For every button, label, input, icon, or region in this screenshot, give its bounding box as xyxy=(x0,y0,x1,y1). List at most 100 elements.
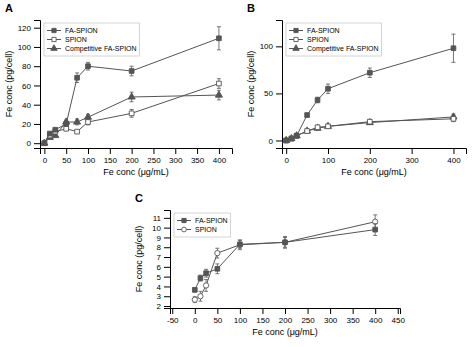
marker xyxy=(315,125,320,130)
error-bar xyxy=(75,73,79,83)
x-tick-label: 300 xyxy=(405,156,419,165)
y-tick: 20 xyxy=(22,120,40,129)
x-tick-label: 200 xyxy=(279,316,293,325)
x-tick: 350 xyxy=(346,308,360,325)
error-bar-cap xyxy=(215,263,219,264)
error-bar xyxy=(64,127,68,131)
x-axis-title: Fe conc (μg/mL) xyxy=(252,327,318,337)
x-tick-mark xyxy=(110,148,111,154)
x-tick: 100 xyxy=(82,148,96,165)
marker xyxy=(198,276,203,281)
marker xyxy=(284,138,289,143)
marker xyxy=(451,46,456,51)
legend-entry: Competitive FA-SPION xyxy=(289,45,379,53)
series xyxy=(284,116,456,143)
marker xyxy=(84,113,91,119)
marker xyxy=(324,122,331,128)
series xyxy=(284,34,456,143)
x-tick-label: 200 xyxy=(125,156,139,165)
legend-entry: FA-SPION xyxy=(177,217,228,224)
marker xyxy=(75,129,80,134)
marker xyxy=(64,126,69,131)
error-bar-cap xyxy=(238,240,242,241)
error-bar xyxy=(215,248,219,258)
marker xyxy=(53,127,58,132)
x-axis-line xyxy=(171,309,401,315)
error-bar xyxy=(326,124,330,128)
legend-entry: FA-SPION xyxy=(289,27,340,34)
x-tick-label: 250 xyxy=(147,156,161,165)
x-tick-mark xyxy=(219,148,220,154)
x-axis-line xyxy=(283,149,467,155)
x-tick-mark xyxy=(398,308,399,314)
y-tick-label: 6 xyxy=(157,263,162,272)
marker xyxy=(289,136,294,141)
x-tick-label: 400 xyxy=(213,156,227,165)
marker xyxy=(86,64,91,69)
marker xyxy=(198,294,203,299)
marker xyxy=(215,266,220,271)
error-bar-cap xyxy=(283,247,287,248)
legend-marker xyxy=(51,45,57,51)
legend-label: FA-SPION xyxy=(307,27,340,34)
error-bar xyxy=(198,275,202,281)
x-tick-label: 100 xyxy=(322,156,336,165)
x-tick-label: 50 xyxy=(213,316,222,325)
error-bar-cap xyxy=(217,78,221,79)
x-tick-label: -50 xyxy=(167,316,179,325)
y-tick: 3 xyxy=(157,292,170,301)
error-bar-cap xyxy=(204,277,208,278)
x-tick-mark xyxy=(285,308,286,314)
error-bar-cap xyxy=(373,223,377,224)
y-axis: 234567891011 xyxy=(152,211,170,312)
error-bar-cap xyxy=(86,70,90,71)
y-tick-mark xyxy=(34,85,40,86)
x-tick-label: 150 xyxy=(104,156,118,165)
error-bar-cap xyxy=(283,236,287,237)
marker xyxy=(326,86,331,91)
error-bar xyxy=(295,134,299,137)
x-tick-label: 200 xyxy=(364,156,378,165)
x-tick-label: 450 xyxy=(392,316,406,325)
x-tick-label: 0 xyxy=(193,316,198,325)
marker xyxy=(75,75,80,80)
error-bar-cap xyxy=(368,77,372,78)
x-tick-mark xyxy=(328,148,329,154)
error-bar-cap xyxy=(215,248,219,249)
marker xyxy=(215,91,222,97)
error-bar xyxy=(283,237,287,247)
legend-marker xyxy=(294,37,298,41)
x-tick-mark xyxy=(453,148,454,154)
legend-marker xyxy=(293,45,299,51)
x-tick: 150 xyxy=(256,308,270,325)
legend-label: SPION xyxy=(65,36,87,43)
error-bar-cap xyxy=(130,117,134,118)
legend-marker xyxy=(52,37,56,41)
y-tick-mark xyxy=(164,218,170,219)
error-bar xyxy=(75,130,79,134)
error-bar-cap xyxy=(238,248,242,249)
marker xyxy=(215,250,220,255)
error-bar-cap xyxy=(215,273,219,274)
y-tick-mark xyxy=(34,124,40,125)
y-tick-label: 7 xyxy=(157,253,162,262)
series xyxy=(42,27,221,146)
error-bar xyxy=(215,264,219,274)
error-bar xyxy=(368,68,372,77)
y-tick-mark xyxy=(164,306,170,307)
marker xyxy=(217,81,222,86)
x-tick-label: 350 xyxy=(191,156,205,165)
x-tick-label: 400 xyxy=(369,316,383,325)
y-tick-label: 2 xyxy=(157,302,162,311)
y-tick-label: 5 xyxy=(157,273,162,282)
figure: 050100150200250300350400020406080100120F… xyxy=(0,0,474,347)
error-bar xyxy=(217,79,221,89)
legend-label: SPION xyxy=(307,36,329,43)
x-tick-label: 100 xyxy=(82,156,96,165)
marker xyxy=(47,131,52,136)
marker xyxy=(86,120,91,125)
legend-entry: SPION xyxy=(289,36,329,43)
error-bar xyxy=(198,291,202,301)
error-bar xyxy=(193,288,197,292)
series-line xyxy=(286,117,453,141)
